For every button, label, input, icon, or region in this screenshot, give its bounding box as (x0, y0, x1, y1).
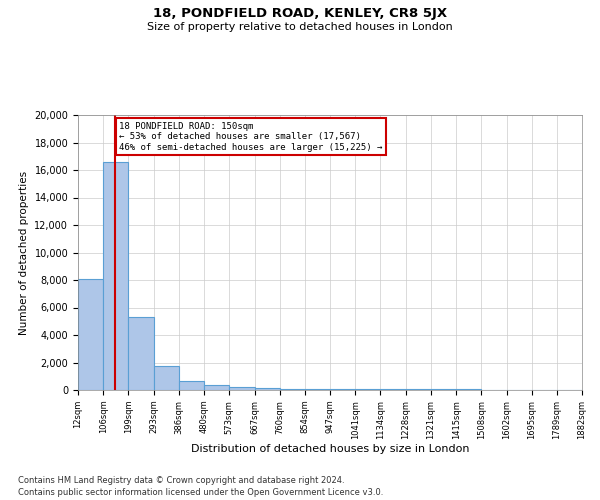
Bar (355, 389, 380, 390)
Bar (229, 387, 254, 390)
Bar (128, 317, 154, 390)
X-axis label: Distribution of detached houses by size in London: Distribution of detached houses by size … (191, 444, 469, 454)
Bar (280, 388, 305, 390)
Text: 18 PONDFIELD ROAD: 150sqm
← 53% of detached houses are smaller (17,567)
46% of s: 18 PONDFIELD ROAD: 150sqm ← 53% of detac… (119, 122, 383, 152)
Bar (204, 385, 229, 390)
Bar (78, 278, 103, 390)
Text: Size of property relative to detached houses in London: Size of property relative to detached ho… (147, 22, 453, 32)
Bar (305, 388, 330, 390)
Text: Contains HM Land Registry data © Crown copyright and database right 2024.: Contains HM Land Registry data © Crown c… (18, 476, 344, 485)
Bar (254, 388, 280, 390)
Bar (330, 388, 355, 390)
Bar (103, 162, 128, 390)
Bar (380, 389, 406, 390)
Bar (154, 366, 179, 390)
Y-axis label: Number of detached properties: Number of detached properties (19, 170, 29, 334)
Text: Contains public sector information licensed under the Open Government Licence v3: Contains public sector information licen… (18, 488, 383, 497)
Text: 18, PONDFIELD ROAD, KENLEY, CR8 5JX: 18, PONDFIELD ROAD, KENLEY, CR8 5JX (153, 8, 447, 20)
Bar (179, 381, 204, 390)
